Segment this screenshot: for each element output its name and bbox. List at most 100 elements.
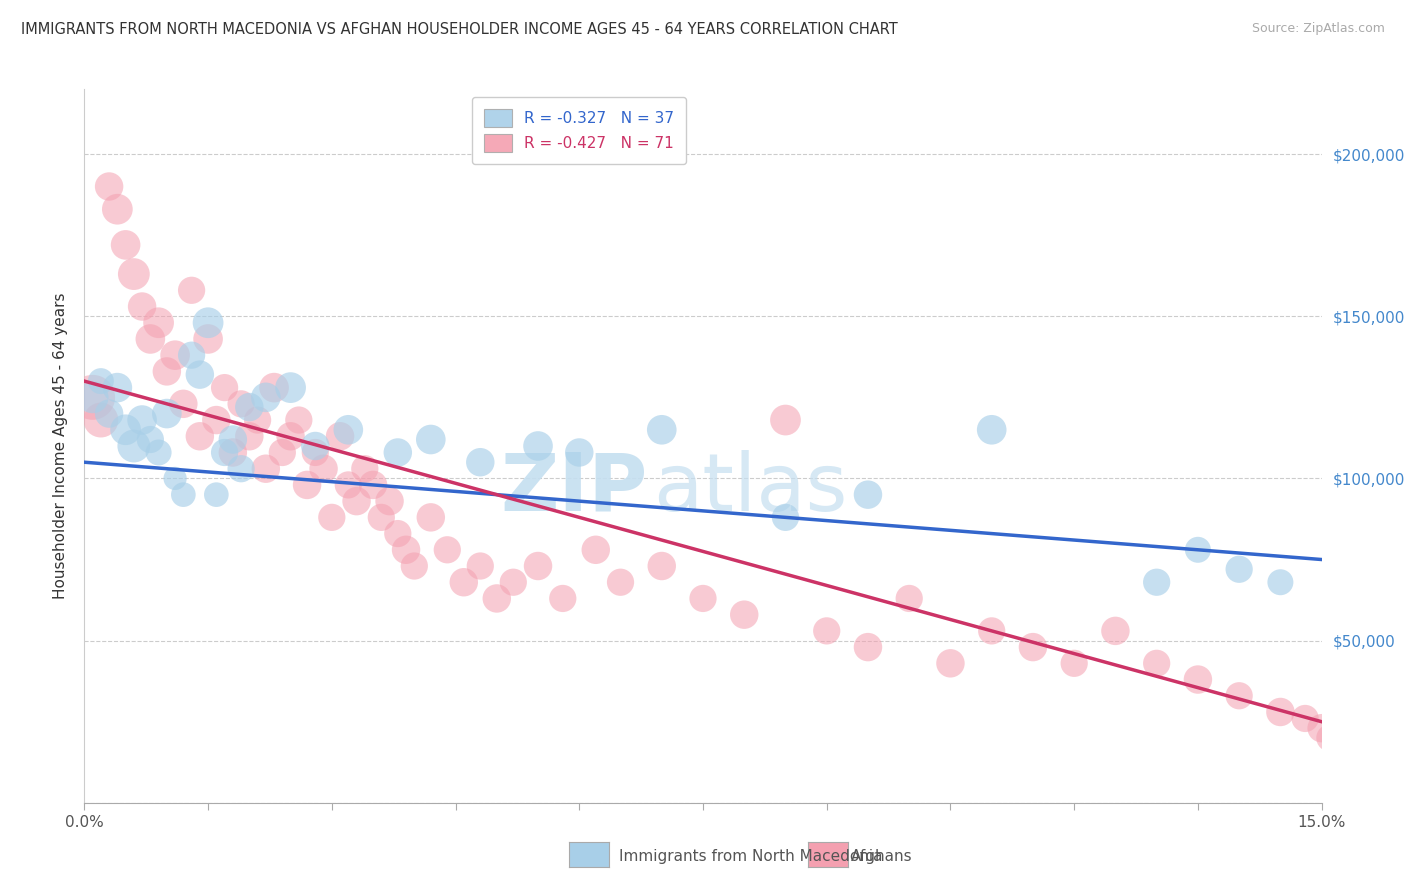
Point bbox=[551, 591, 574, 606]
Point bbox=[1187, 542, 1209, 557]
Point bbox=[304, 445, 326, 459]
Point bbox=[172, 488, 194, 502]
Point bbox=[337, 423, 360, 437]
Point bbox=[105, 381, 128, 395]
Point bbox=[1022, 640, 1045, 654]
Point bbox=[404, 559, 426, 574]
Point bbox=[205, 413, 228, 427]
Point bbox=[419, 433, 441, 447]
Point bbox=[148, 316, 170, 330]
Point bbox=[222, 433, 245, 447]
Point bbox=[288, 413, 311, 427]
Point bbox=[527, 559, 550, 574]
Point bbox=[131, 413, 153, 427]
Point bbox=[321, 510, 343, 524]
Point bbox=[1227, 689, 1250, 703]
Point bbox=[271, 445, 294, 459]
Point bbox=[436, 542, 458, 557]
Point bbox=[361, 478, 384, 492]
Point bbox=[1270, 705, 1292, 719]
Point bbox=[470, 559, 492, 574]
Point bbox=[148, 445, 170, 459]
Point bbox=[651, 559, 673, 574]
Point bbox=[114, 238, 136, 252]
Point bbox=[229, 397, 252, 411]
Point bbox=[222, 445, 245, 459]
Point bbox=[90, 413, 112, 427]
Point bbox=[90, 374, 112, 388]
Point bbox=[1063, 657, 1085, 671]
Point bbox=[353, 461, 375, 475]
Point bbox=[980, 423, 1002, 437]
Point bbox=[419, 510, 441, 524]
Point bbox=[180, 283, 202, 297]
Point bbox=[1187, 673, 1209, 687]
Point bbox=[214, 445, 236, 459]
Point bbox=[295, 478, 318, 492]
Point bbox=[329, 429, 352, 443]
Point bbox=[139, 433, 162, 447]
Text: Afghans: Afghans bbox=[851, 849, 912, 863]
Legend: R = -0.327   N = 37, R = -0.427   N = 71: R = -0.327 N = 37, R = -0.427 N = 71 bbox=[472, 97, 686, 164]
Point bbox=[387, 526, 409, 541]
Point bbox=[82, 390, 104, 404]
Text: Source: ZipAtlas.com: Source: ZipAtlas.com bbox=[1251, 22, 1385, 36]
Point bbox=[139, 332, 162, 346]
Point bbox=[980, 624, 1002, 638]
Point bbox=[105, 202, 128, 217]
Point bbox=[238, 400, 260, 414]
Point bbox=[775, 413, 797, 427]
Point bbox=[898, 591, 921, 606]
Text: ZIP: ZIP bbox=[501, 450, 647, 528]
Text: IMMIGRANTS FROM NORTH MACEDONIA VS AFGHAN HOUSEHOLDER INCOME AGES 45 - 64 YEARS : IMMIGRANTS FROM NORTH MACEDONIA VS AFGHA… bbox=[21, 22, 898, 37]
Text: atlas: atlas bbox=[654, 450, 848, 528]
Point bbox=[197, 316, 219, 330]
Point bbox=[1104, 624, 1126, 638]
Point bbox=[214, 381, 236, 395]
Point bbox=[453, 575, 475, 590]
Point bbox=[156, 407, 179, 421]
Point bbox=[1294, 711, 1316, 725]
Point bbox=[205, 488, 228, 502]
Point bbox=[1336, 747, 1358, 761]
Point bbox=[856, 488, 879, 502]
Point bbox=[1319, 731, 1341, 745]
Point bbox=[122, 439, 145, 453]
Point bbox=[378, 494, 401, 508]
Point bbox=[165, 348, 187, 362]
Point bbox=[82, 390, 104, 404]
Point bbox=[1327, 740, 1350, 755]
Point bbox=[280, 429, 302, 443]
Point bbox=[197, 332, 219, 346]
Point bbox=[229, 461, 252, 475]
Point bbox=[337, 478, 360, 492]
Point bbox=[502, 575, 524, 590]
Point bbox=[775, 510, 797, 524]
Y-axis label: Householder Income Ages 45 - 64 years: Householder Income Ages 45 - 64 years bbox=[53, 293, 69, 599]
Point bbox=[1146, 575, 1168, 590]
Point bbox=[387, 445, 409, 459]
Point bbox=[585, 542, 607, 557]
Point bbox=[98, 179, 121, 194]
Point bbox=[188, 368, 211, 382]
Point bbox=[395, 542, 418, 557]
Point bbox=[156, 364, 179, 378]
Point bbox=[246, 413, 269, 427]
Point bbox=[131, 300, 153, 314]
Point bbox=[263, 381, 285, 395]
Point bbox=[609, 575, 631, 590]
Point bbox=[856, 640, 879, 654]
Point bbox=[1146, 657, 1168, 671]
Point bbox=[485, 591, 508, 606]
Point bbox=[180, 348, 202, 362]
Point bbox=[172, 397, 194, 411]
Point bbox=[188, 429, 211, 443]
Point bbox=[280, 381, 302, 395]
Point bbox=[815, 624, 838, 638]
Point bbox=[238, 429, 260, 443]
Point bbox=[527, 439, 550, 453]
Point bbox=[165, 471, 187, 485]
Point bbox=[568, 445, 591, 459]
Point bbox=[651, 423, 673, 437]
Point bbox=[1270, 575, 1292, 590]
